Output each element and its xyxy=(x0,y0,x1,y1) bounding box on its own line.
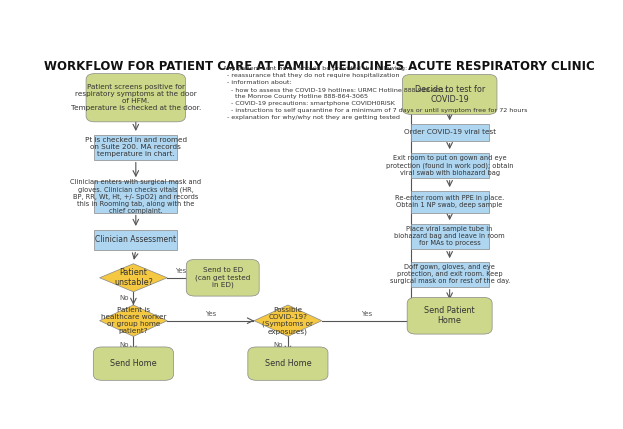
FancyBboxPatch shape xyxy=(411,262,489,287)
Text: Exit room to put on gown and eye
protection (found in work pod); obtain
viral sw: Exit room to put on gown and eye protect… xyxy=(386,155,513,176)
Text: No: No xyxy=(119,296,128,302)
Text: Re-enter room with PPE in place.
Obtain 1 NP swab, deep sample: Re-enter room with PPE in place. Obtain … xyxy=(395,195,504,208)
Text: Patient is
healthcare worker
or group home
patient?: Patient is healthcare worker or group ho… xyxy=(101,307,166,334)
FancyBboxPatch shape xyxy=(411,224,489,249)
Text: Clinician Assessment: Clinician Assessment xyxy=(95,235,176,244)
FancyBboxPatch shape xyxy=(94,181,178,213)
Text: Order COVID-19 viral test: Order COVID-19 viral test xyxy=(404,130,496,136)
Text: Clinician enters with surgical mask and
gloves. Clinician checks vitals (HR,
BP,: Clinician enters with surgical mask and … xyxy=(70,179,201,214)
Polygon shape xyxy=(100,264,167,292)
FancyBboxPatch shape xyxy=(86,74,186,122)
Text: Patient screens positive for
respiratory symptoms at the door
of HFM.
Temperatur: Patient screens positive for respiratory… xyxy=(70,84,201,111)
Text: Pt is checked in and roomed
on Suite 200. MA records
temperature in chart.: Pt is checked in and roomed on Suite 200… xyxy=(85,137,187,157)
Polygon shape xyxy=(254,305,321,336)
Text: Place viral sample tube in
biohazard bag and leave in room
for MAs to process: Place viral sample tube in biohazard bag… xyxy=(394,227,505,247)
FancyBboxPatch shape xyxy=(94,135,178,160)
FancyBboxPatch shape xyxy=(402,75,497,115)
Polygon shape xyxy=(100,305,167,336)
Text: Send Home: Send Home xyxy=(110,359,157,368)
Text: Yes: Yes xyxy=(176,268,187,274)
Text: No: No xyxy=(119,341,128,347)
FancyBboxPatch shape xyxy=(186,260,259,296)
FancyBboxPatch shape xyxy=(93,347,173,381)
Text: No: No xyxy=(273,341,283,347)
FancyBboxPatch shape xyxy=(411,153,489,178)
Text: Any patient sent home should be provided the following:
  - reassurance that the: Any patient sent home should be provided… xyxy=(223,66,527,121)
FancyBboxPatch shape xyxy=(248,347,328,381)
Text: Send to ED
(can get tested
in ED): Send to ED (can get tested in ED) xyxy=(195,267,250,288)
Text: Doff gown, gloves, and eye
protection, and exit room. Keep
surgical mask on for : Doff gown, gloves, and eye protection, a… xyxy=(389,264,510,284)
FancyBboxPatch shape xyxy=(407,297,492,334)
Text: Possible
COVID-19?
(Symptoms or
exposures): Possible COVID-19? (Symptoms or exposure… xyxy=(262,307,313,335)
Text: Yes: Yes xyxy=(205,311,216,317)
FancyBboxPatch shape xyxy=(411,124,489,141)
Text: WORKFLOW FOR PATIENT CARE AT FAMILY MEDICINE'S ACUTE RESPIRATORY CLINIC: WORKFLOW FOR PATIENT CARE AT FAMILY MEDI… xyxy=(44,60,595,73)
Text: Patient
unstable?: Patient unstable? xyxy=(114,268,153,287)
Text: Yes: Yes xyxy=(361,311,372,317)
FancyBboxPatch shape xyxy=(94,230,178,250)
FancyBboxPatch shape xyxy=(411,191,489,213)
Text: Send Home: Send Home xyxy=(265,359,312,368)
Text: Decide to test for
COVID-19: Decide to test for COVID-19 xyxy=(414,85,485,104)
Text: Send Patient
Home: Send Patient Home xyxy=(424,306,475,326)
